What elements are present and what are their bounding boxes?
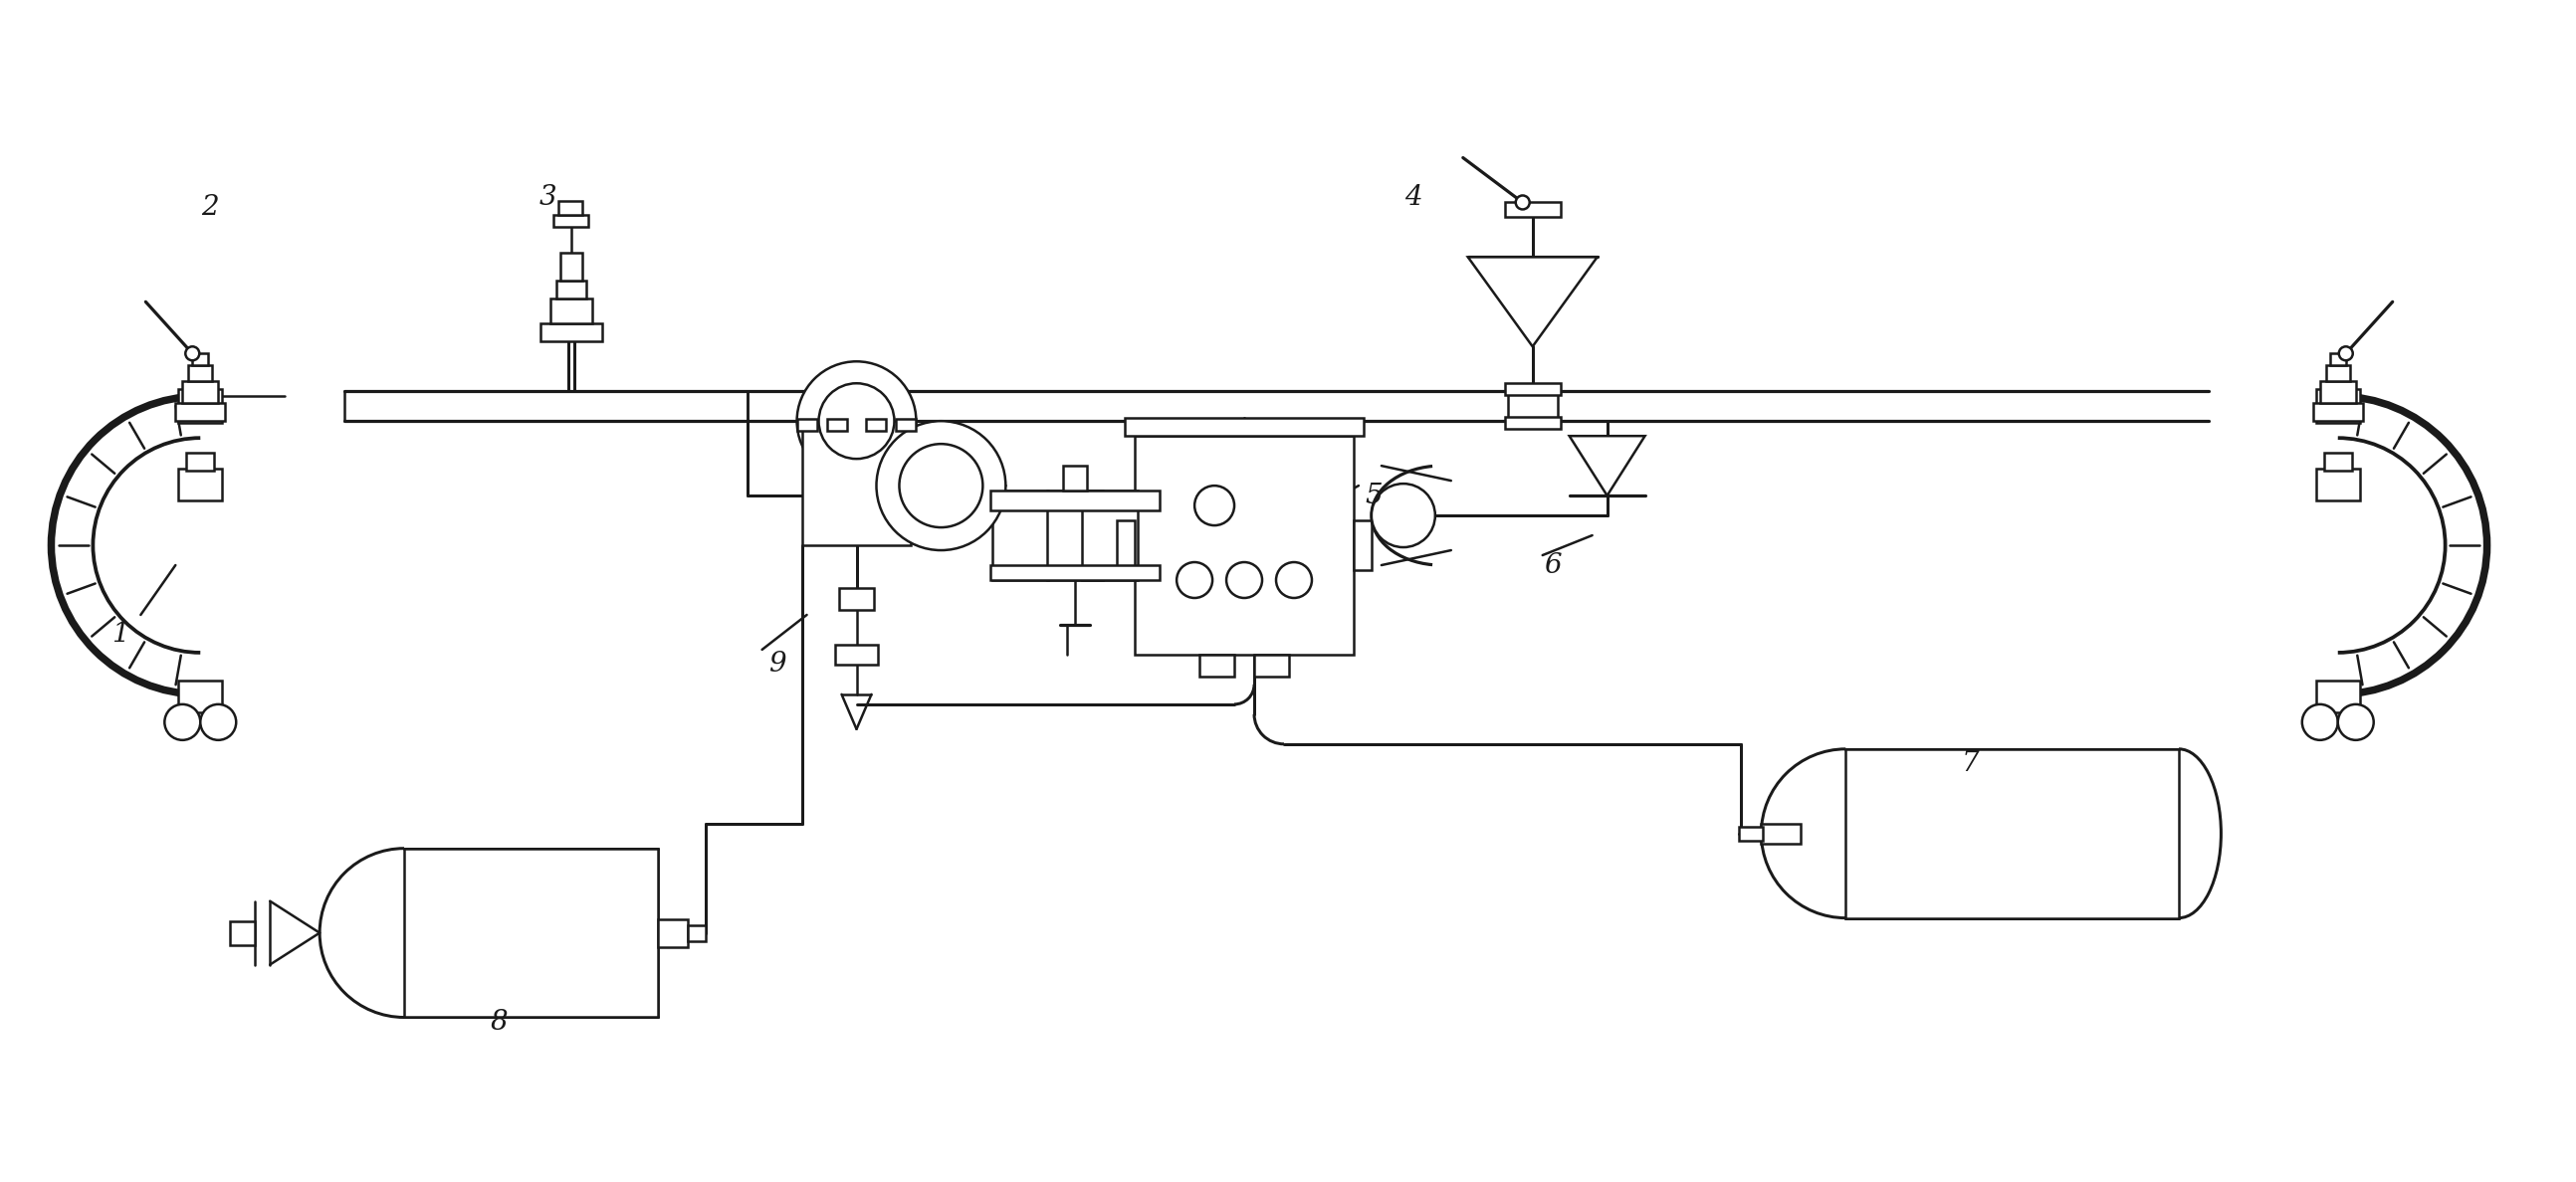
Bar xyxy=(1739,826,1762,840)
Bar xyxy=(796,420,817,431)
Bar xyxy=(1126,418,1363,436)
Bar xyxy=(2313,403,2362,421)
Bar xyxy=(551,299,592,324)
Bar xyxy=(801,421,912,545)
Circle shape xyxy=(2303,704,2339,740)
Bar xyxy=(2329,353,2347,365)
Bar xyxy=(657,918,688,947)
Bar xyxy=(2316,681,2360,713)
Bar xyxy=(1064,466,1087,491)
Circle shape xyxy=(1195,486,1234,526)
Bar xyxy=(1507,389,1558,423)
Text: 8: 8 xyxy=(489,1009,507,1035)
Bar xyxy=(178,469,222,500)
Circle shape xyxy=(819,383,894,459)
Bar xyxy=(554,215,587,227)
Text: 6: 6 xyxy=(1543,552,1561,579)
Bar xyxy=(2316,469,2360,500)
Bar xyxy=(2316,389,2360,423)
Bar xyxy=(404,849,657,1018)
Bar xyxy=(1762,824,1801,844)
Bar xyxy=(1082,491,1139,580)
Bar xyxy=(2326,365,2349,382)
Bar xyxy=(1136,436,1352,655)
Bar xyxy=(556,281,587,299)
Text: 3: 3 xyxy=(538,184,556,210)
Bar xyxy=(1504,383,1561,395)
Circle shape xyxy=(899,444,984,527)
Bar xyxy=(175,403,224,421)
Text: 1: 1 xyxy=(111,622,129,648)
Bar xyxy=(559,253,582,281)
Bar xyxy=(1118,520,1136,570)
Bar xyxy=(1847,749,2179,918)
Circle shape xyxy=(201,704,237,740)
Circle shape xyxy=(2339,346,2352,361)
Bar xyxy=(1352,520,1370,570)
Bar xyxy=(1255,655,1288,676)
Bar xyxy=(185,453,214,470)
Bar xyxy=(178,681,222,713)
Bar xyxy=(688,924,706,941)
Polygon shape xyxy=(1468,258,1597,346)
Bar xyxy=(992,565,1159,580)
Bar xyxy=(559,201,582,215)
Circle shape xyxy=(2339,704,2372,740)
Bar xyxy=(1048,491,1103,580)
Circle shape xyxy=(185,346,198,361)
Bar xyxy=(541,324,603,342)
Text: 4: 4 xyxy=(1404,184,1422,210)
Bar xyxy=(229,921,255,944)
Bar xyxy=(178,389,222,423)
Circle shape xyxy=(1226,563,1262,598)
Bar xyxy=(2324,453,2352,470)
Bar xyxy=(840,587,873,610)
Bar xyxy=(188,365,211,382)
Bar xyxy=(1504,417,1561,429)
Text: 2: 2 xyxy=(201,194,219,221)
Circle shape xyxy=(1370,483,1435,547)
Circle shape xyxy=(876,421,1005,551)
Circle shape xyxy=(1515,195,1530,209)
Bar xyxy=(896,420,917,431)
Circle shape xyxy=(796,362,917,481)
Text: 5: 5 xyxy=(1365,482,1383,509)
Bar xyxy=(183,382,219,403)
Bar xyxy=(992,491,1159,511)
Bar xyxy=(835,644,878,664)
Bar xyxy=(992,491,1048,580)
Circle shape xyxy=(1177,563,1213,598)
Bar xyxy=(827,420,848,431)
Bar xyxy=(1200,655,1234,676)
Circle shape xyxy=(165,704,201,740)
Bar xyxy=(2321,382,2357,403)
Bar xyxy=(193,353,209,365)
Circle shape xyxy=(1275,563,1311,598)
Bar xyxy=(1504,202,1561,217)
Bar xyxy=(866,420,886,431)
Text: 7: 7 xyxy=(1960,751,1978,778)
Text: 9: 9 xyxy=(768,651,786,678)
Polygon shape xyxy=(1569,436,1646,495)
